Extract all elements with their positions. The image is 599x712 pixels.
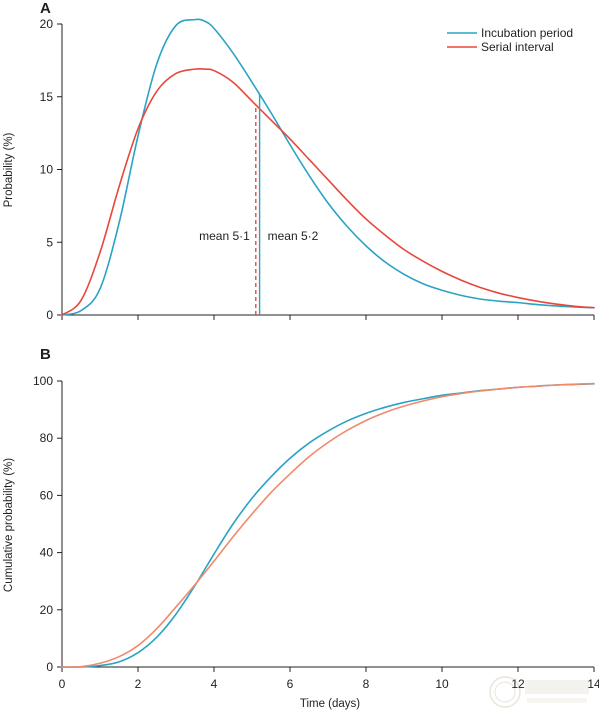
panel-b-y-axis-title: Cumulative probability (%) xyxy=(3,458,15,592)
panel-b-y-tick-label: 20 xyxy=(40,603,54,617)
panel-b-y-tick-label: 0 xyxy=(46,660,53,674)
panel-a-mean-lines: mean 5·2 mean 5·1 xyxy=(199,94,319,315)
panel-b-series-incubation-period xyxy=(61,383,595,668)
panel-a-y-tick-label: 15 xyxy=(40,90,54,104)
panel-b: B Cumulative probability (%) Time (days)… xyxy=(3,346,599,710)
panel-b-axes: 0 20 40 60 80 100 0 2 4 6 8 10 12 14 xyxy=(33,374,599,691)
panel-b-y-tick-label: 60 xyxy=(40,488,54,502)
panel-a-axes: 0 5 10 15 20 xyxy=(40,17,595,322)
panel-a-y-axis-title: Probability (%) xyxy=(3,132,15,207)
panel-a-y-tick-label: 5 xyxy=(46,235,53,249)
panel-b-series-serial-interval xyxy=(61,382,595,668)
panel-a-y-tick-label: 20 xyxy=(40,17,54,31)
legend-incubation-label: Incubation period xyxy=(481,26,573,40)
panel-b-y-tick-label: 80 xyxy=(40,431,54,445)
panel-b-y-tick-label: 100 xyxy=(33,374,53,388)
x-tick-label: 8 xyxy=(363,677,370,691)
x-tick-label: 10 xyxy=(435,677,449,691)
panel-a-y-tick-label: 10 xyxy=(40,163,54,177)
panel-a-letter: A xyxy=(40,0,51,17)
panel-b-series xyxy=(61,382,595,668)
mean-label-serial: mean 5·1 xyxy=(199,229,250,243)
panel-a-y-tick-label: 0 xyxy=(46,308,53,322)
x-tick-label: 6 xyxy=(287,677,294,691)
university-seal-watermark xyxy=(489,676,589,708)
panel-b-letter: B xyxy=(40,346,51,363)
panel-a-series-serial-interval xyxy=(61,67,595,316)
mean-label-incubation: mean 5·2 xyxy=(268,229,319,243)
panel-a-series-incubation-period xyxy=(61,18,595,316)
x-tick-label: 14 xyxy=(587,677,599,691)
panel-b-y-tick-label: 40 xyxy=(40,546,54,560)
x-tick-label: 12 xyxy=(511,677,525,691)
x-tick-label: 4 xyxy=(211,677,218,691)
legend: Incubation period Serial interval xyxy=(447,26,573,54)
x-axis-title: Time (days) xyxy=(300,698,360,710)
legend-serial-label: Serial interval xyxy=(481,40,554,54)
x-tick-label: 2 xyxy=(135,677,142,691)
x-tick-label: 0 xyxy=(59,677,66,691)
panel-a-series xyxy=(61,18,595,316)
